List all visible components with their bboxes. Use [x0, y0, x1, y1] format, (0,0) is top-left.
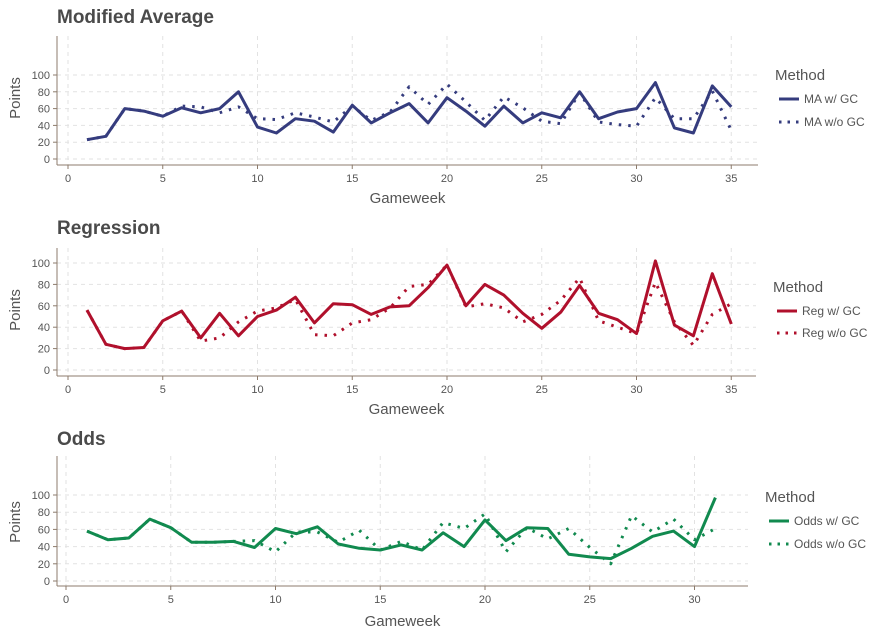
series-line-odds-w-gc [86, 497, 717, 561]
x-tick-label: 10 [251, 384, 263, 396]
legend-label: Odds w/o GC [794, 537, 866, 551]
x-tick-label: 35 [725, 173, 737, 185]
y-axis-title: Points [7, 501, 24, 543]
x-axis-title: Gameweek [369, 401, 445, 418]
x-tick-label: 25 [584, 594, 596, 606]
x-tick-label: 30 [630, 173, 642, 185]
x-tick-label: 10 [251, 173, 263, 185]
series-line-odds-w-o-gc [86, 512, 717, 566]
chart-panel-2: Regression 0 20 40 60 80 100 0 5 10 15 20 25 30 35 Game… [7, 218, 868, 418]
y-tick-label: 20 [38, 344, 50, 356]
x-tick-label: 25 [536, 384, 548, 396]
x-tick-label: 25 [536, 173, 548, 185]
chart-panel-1: Modified Average 0 20 40 60 80 100 0 5 10 15 20 25 30… [7, 7, 865, 207]
y-axis-title: Points [7, 77, 24, 119]
x-tick-label: 30 [630, 384, 642, 396]
series-line-reg-w-gc [85, 259, 733, 351]
legend-label: MA w/ GC [804, 92, 858, 106]
x-tick-label: 5 [160, 384, 166, 396]
chart-title: Regression [57, 218, 160, 239]
x-axis-title: Gameweek [370, 190, 446, 207]
y-tick-label: 60 [38, 524, 50, 536]
y-tick-label: 0 [44, 154, 50, 166]
x-tick-label: 20 [441, 173, 453, 185]
y-tick-label: 20 [38, 559, 50, 571]
y-tick-label: 40 [38, 120, 50, 132]
chart-title: Modified Average [57, 7, 214, 28]
x-tick-label: 15 [374, 594, 386, 606]
x-tick-label: 35 [725, 384, 737, 396]
y-tick-label: 60 [38, 104, 50, 116]
y-axis-title: Points [7, 289, 24, 331]
x-tick-label: 15 [346, 173, 358, 185]
legend-title: Method [773, 279, 823, 296]
y-tick-label: 100 [32, 70, 50, 82]
x-tick-label: 15 [346, 384, 358, 396]
chart-panel-3: Odds 0 20 40 60 80 100 0 5 10 15 20 25 30 Gameweek Poin… [7, 429, 866, 630]
legend-label: Reg w/o GC [802, 326, 868, 340]
x-tick-label: 20 [441, 384, 453, 396]
series-line-ma-w-gc [86, 81, 733, 142]
y-tick-label: 60 [38, 301, 50, 313]
x-tick-label: 10 [269, 594, 281, 606]
legend-label: MA w/o GC [804, 115, 865, 129]
y-tick-label: 0 [44, 576, 50, 588]
y-tick-label: 40 [38, 542, 50, 554]
chart-title: Odds [57, 429, 106, 450]
x-tick-label: 20 [479, 594, 491, 606]
y-tick-label: 80 [38, 507, 50, 519]
x-tick-label: 0 [65, 384, 71, 396]
y-tick-label: 40 [38, 322, 50, 334]
y-tick-label: 20 [38, 137, 50, 149]
x-tick-label: 0 [63, 594, 69, 606]
x-tick-label: 5 [168, 594, 174, 606]
legend-title: Method [765, 489, 815, 506]
x-tick-label: 30 [688, 594, 700, 606]
y-tick-label: 100 [32, 490, 50, 502]
legend-label: Reg w/ GC [802, 304, 861, 318]
x-tick-label: 0 [65, 173, 71, 185]
legend-label: Odds w/ GC [794, 514, 860, 528]
y-tick-label: 100 [32, 258, 50, 270]
y-tick-label: 80 [38, 87, 50, 99]
series-line-ma-w-o-gc [86, 82, 733, 142]
x-axis-title: Gameweek [365, 613, 441, 630]
y-tick-label: 0 [44, 365, 50, 377]
legend-title: Method [775, 67, 825, 84]
y-tick-label: 80 [38, 279, 50, 291]
x-tick-label: 5 [160, 173, 166, 185]
